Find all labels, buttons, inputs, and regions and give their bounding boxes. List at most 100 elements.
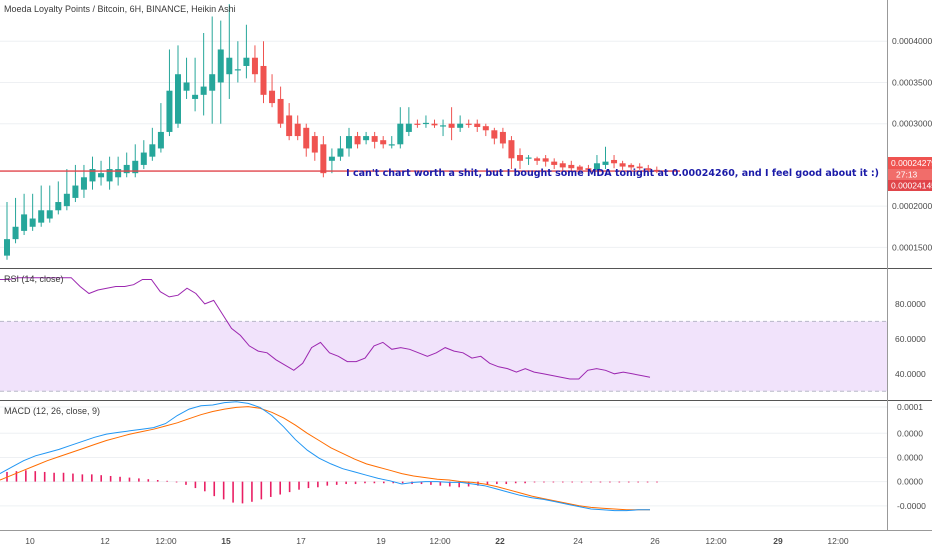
candle-up [175, 74, 181, 124]
countdown-label: 27:13 [896, 170, 918, 180]
heikin-ashi-candles [4, 4, 660, 260]
candle-down [551, 161, 558, 165]
candle-down [260, 65, 267, 95]
candle-down [636, 166, 643, 169]
time-tick-label: 15 [221, 536, 231, 546]
candle-up [226, 57, 233, 75]
time-tick-label: 12 [100, 536, 110, 546]
candle-up [98, 173, 105, 178]
candle-up [63, 193, 70, 207]
time-tick-label: 29 [773, 536, 783, 546]
candle-up [209, 74, 216, 91]
rsi-tick-label: 40.0000 [895, 369, 926, 379]
candle-up [140, 152, 147, 165]
candle-up [192, 94, 199, 99]
candle-up [234, 69, 241, 71]
candle-up [525, 157, 532, 159]
last-price-tag: 0.00024279 [888, 157, 932, 169]
candle-up [149, 144, 156, 157]
candle-up [346, 136, 352, 149]
rsi-tick-label: 80.0000 [895, 299, 926, 309]
candle-down [619, 163, 626, 167]
candle-down [628, 164, 635, 168]
rsi-title: RSI (14, close) [4, 274, 64, 284]
candle-up [440, 125, 447, 127]
rsi-line [0, 277, 651, 380]
countdown-tag: 27:13 [888, 169, 932, 180]
time-tick-label: 10 [25, 536, 35, 546]
candle-up [38, 210, 45, 223]
rsi-axis[interactable]: 80.0000 60.0000 40.0000 [895, 299, 926, 379]
candle-up [328, 156, 335, 161]
candle-down [294, 123, 301, 137]
time-axis[interactable]: 10 12 12:00 15 17 19 12:00 22 24 26 12:00 29 12:00 [25, 536, 849, 546]
candle-up [132, 160, 139, 174]
candle-up [183, 82, 190, 91]
price-gridlines [0, 40, 887, 248]
candle-down [448, 123, 455, 128]
macd-title: MACD (12, 26, close, 9) [4, 406, 100, 416]
candle-down [311, 136, 318, 153]
time-tick-label: 12:00 [155, 536, 177, 546]
chart-title: Moeda Loyalty Points / Bitcoin, 6H, BINA… [4, 4, 236, 14]
candle-down [354, 136, 361, 145]
candle-down [465, 123, 472, 125]
last-price-label: 0.00024279 [891, 158, 932, 168]
candle-down [371, 136, 378, 142]
candle-up [55, 202, 62, 211]
candle-up [115, 169, 122, 178]
chart-annotation[interactable]: I can't chart worth a shit, but I bought… [346, 168, 879, 179]
time-tick-label: 19 [376, 536, 386, 546]
candle-up [12, 226, 19, 240]
candle-down [645, 168, 652, 170]
macd-tick-label: 0.0000 [897, 452, 923, 462]
time-tick-label: 12:00 [705, 536, 727, 546]
candle-up [89, 169, 96, 182]
candle-down [269, 90, 276, 104]
candle-up [123, 164, 130, 174]
time-tick-label: 17 [296, 536, 306, 546]
candle-up [217, 49, 224, 83]
time-tick-label: 24 [573, 536, 583, 546]
rsi-tick-label: 60.0000 [895, 334, 926, 344]
candle-down [251, 57, 258, 75]
candle-down [414, 123, 421, 125]
candle-down [534, 158, 541, 161]
candle-up [106, 169, 113, 182]
candle-down [320, 144, 327, 174]
macd-line [0, 401, 650, 512]
macd-tick-label: 0.0000 [897, 428, 923, 438]
time-tick-label: 12:00 [827, 536, 849, 546]
candle-up [72, 185, 79, 198]
candle-down [559, 163, 566, 168]
candle-up [29, 218, 36, 227]
macd-histogram [6, 470, 658, 504]
candle-down [542, 158, 549, 162]
candle-up [80, 177, 87, 190]
line-price-label: 0.00024145 [891, 181, 932, 191]
candle-down [499, 131, 506, 144]
candle-down [303, 127, 310, 149]
macd-gridlines [0, 406, 887, 507]
time-tick-label: 12:00 [429, 536, 451, 546]
candle-down [611, 159, 618, 164]
candle-down [431, 123, 438, 126]
macd-axis[interactable]: 0.0001 0.0000 0.0000 0.0000 -0.0000 [897, 402, 926, 511]
candle-down [277, 98, 284, 124]
candle-up [397, 123, 404, 145]
candle-down [286, 115, 293, 137]
macd-tick-label: -0.0000 [897, 501, 926, 511]
candle-down [474, 123, 481, 127]
candle-down [585, 168, 592, 170]
candle-up [602, 161, 609, 165]
line-price-tag: 0.00024145 [888, 180, 932, 191]
macd-tick-label: 0.0000 [897, 477, 923, 487]
candle-up [422, 122, 429, 125]
candle-up [593, 163, 600, 170]
